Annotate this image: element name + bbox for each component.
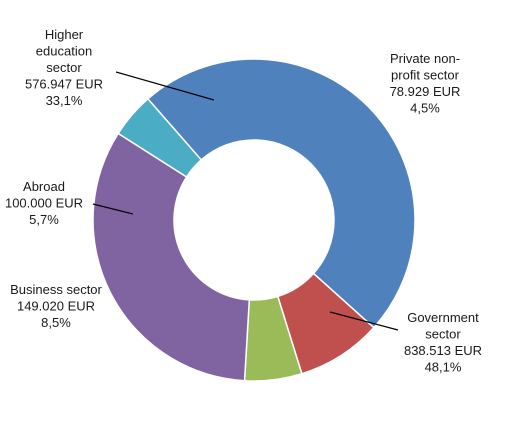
data-labels: Private non-profit sector 78.929 EUR 4,5% G… [5,27,482,375]
leader-line-higher-education-sector [115,71,215,101]
data-label-government-sector: Government sector 838.513 EUR 48,1% [404,310,482,375]
leader-lines [92,71,399,331]
data-label-higher-education-sector: Higher education sector 576.947 EUR 33,1% [25,27,103,108]
data-label-business-sector: Business sector 149.020 EUR 8,5% [10,282,102,330]
leader-line-abroad [92,203,134,215]
slice-higher-education-sector [92,132,251,382]
donut-slices [92,58,416,382]
data-label-private-non-profit-sector: Private non-profit sector 78.929 EUR 4,5% [390,51,461,116]
slice-government-sector [146,58,416,329]
leader-line-government-sector [329,311,399,331]
data-label-abroad: Abroad 100.000 EUR 5,7% [5,179,83,227]
